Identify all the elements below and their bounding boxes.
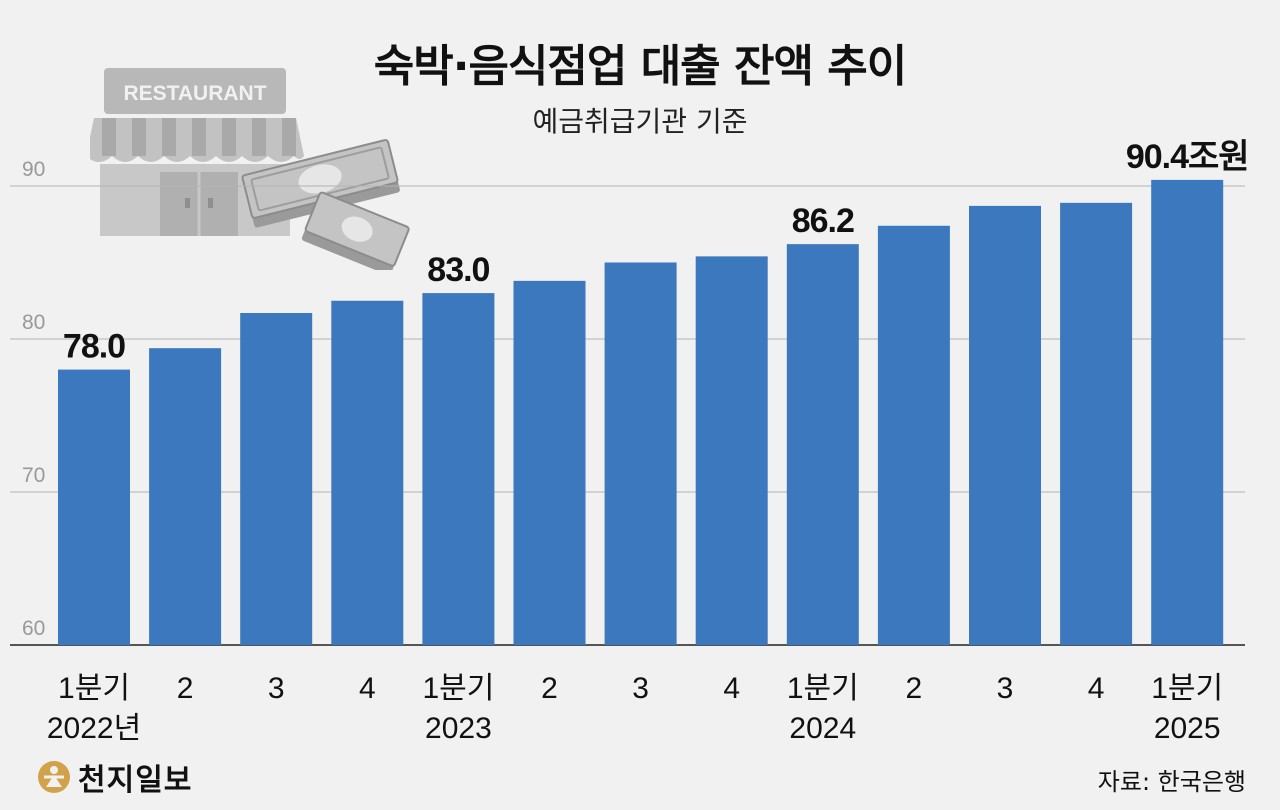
x-tick-label: 4: [1088, 672, 1105, 705]
x-tick-label: 2022년: [47, 712, 141, 745]
restaurant-with-money-icon: RESTAURANT: [90, 68, 410, 270]
x-tick-label: 2: [906, 672, 923, 705]
bar: [422, 293, 495, 645]
bar: [877, 225, 950, 645]
x-tick-label: 3: [997, 672, 1014, 705]
x-tick-label: 2024: [789, 712, 856, 745]
bar: [604, 262, 677, 645]
x-tick-label: 1분기: [787, 672, 859, 705]
bar: [149, 348, 222, 645]
x-tick-label: 2025: [1154, 712, 1221, 745]
data-label: 90.4조원: [1126, 138, 1249, 176]
bar: [240, 312, 313, 645]
data-label: 78.0: [63, 328, 125, 366]
bar: [58, 369, 130, 645]
bar: [513, 280, 586, 645]
y-tick-label: 80: [22, 311, 45, 334]
bar: [1060, 202, 1133, 645]
x-tick-label: 1분기: [422, 672, 494, 705]
source-note: 자료: 한국은행: [1097, 768, 1246, 796]
restaurant-sign-text: RESTAURANT: [123, 82, 266, 105]
y-tick-label: 70: [22, 464, 45, 487]
bar: [1151, 179, 1224, 645]
x-tick-label: 1분기: [1151, 672, 1223, 705]
x-tick-label: 3: [268, 672, 285, 705]
bar: [331, 300, 404, 645]
x-tick-label: 2023: [425, 712, 492, 745]
chart-title: 숙박·음식점업 대출 잔액 추이: [373, 41, 907, 92]
x-tick-label: 1분기: [58, 672, 130, 705]
x-tick-label: 4: [723, 672, 740, 705]
data-label: 83.0: [427, 251, 489, 289]
brand-logo: 천지일보: [36, 757, 193, 798]
brand-name: 천지일보: [78, 763, 193, 798]
brand-logo-icon: [38, 761, 70, 793]
chart-subtitle: 예금취급기관 기준: [532, 105, 748, 138]
y-tick-label: 60: [22, 617, 45, 640]
y-tick-label: 90: [22, 158, 45, 181]
x-tick-label: 3: [632, 672, 649, 705]
bar: [786, 244, 859, 645]
data-label: 86.2: [792, 202, 854, 240]
x-tick-label: 2: [541, 672, 558, 705]
bar: [695, 256, 768, 645]
bar: [969, 205, 1041, 645]
x-tick-label: 4: [359, 672, 376, 705]
x-tick-label: 2: [177, 672, 194, 705]
